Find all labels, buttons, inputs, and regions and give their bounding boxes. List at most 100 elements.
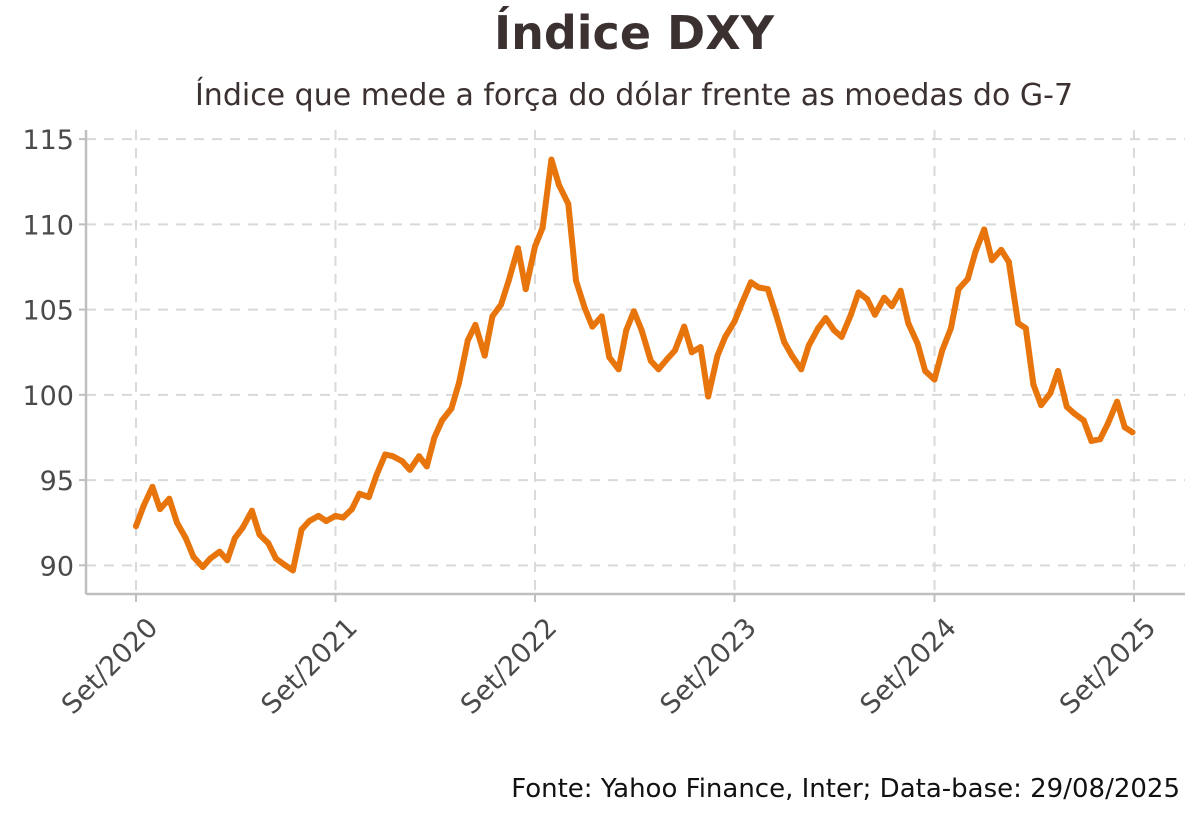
data-point xyxy=(914,340,921,347)
data-point xyxy=(815,325,822,332)
data-point xyxy=(764,286,771,293)
data-point xyxy=(265,540,272,547)
dxy-series-line xyxy=(133,156,1136,574)
data-point xyxy=(1038,402,1045,409)
y-tick-label: 110 xyxy=(22,210,74,241)
data-point xyxy=(282,562,289,569)
data-point xyxy=(190,553,197,560)
data-point xyxy=(515,245,521,252)
data-point xyxy=(881,294,888,301)
data-point xyxy=(739,299,746,306)
data-point xyxy=(714,352,721,359)
x-tick-label: Set/2025 xyxy=(1054,612,1162,720)
data-point xyxy=(955,286,962,293)
data-point xyxy=(199,564,206,570)
data-point xyxy=(1097,436,1104,443)
data-point xyxy=(589,323,596,330)
data-point xyxy=(348,506,355,513)
data-point xyxy=(838,333,845,340)
data-point xyxy=(871,311,878,318)
data-point xyxy=(1055,368,1061,374)
data-point xyxy=(931,376,938,383)
data-point xyxy=(439,417,446,424)
data-point xyxy=(1030,381,1037,388)
data-point xyxy=(722,333,729,340)
x-tick-label: Set/2022 xyxy=(455,612,563,720)
data-point xyxy=(855,289,862,296)
data-point xyxy=(1114,398,1121,405)
y-tick-label: 90 xyxy=(40,551,74,582)
y-tick-label: 100 xyxy=(22,381,74,412)
data-point xyxy=(606,354,613,361)
data-point xyxy=(1063,403,1070,410)
y-tick-label: 105 xyxy=(22,296,74,327)
data-point xyxy=(615,366,622,373)
data-point xyxy=(581,304,588,311)
data-point xyxy=(522,286,529,293)
data-point xyxy=(505,277,512,284)
data-point xyxy=(315,512,322,519)
data-point xyxy=(830,327,837,334)
data-point xyxy=(655,366,662,373)
data-point xyxy=(133,523,139,530)
data-point xyxy=(431,434,438,441)
x-tick-label: Set/2020 xyxy=(56,612,164,720)
data-point xyxy=(389,453,396,460)
data-point xyxy=(697,344,704,351)
data-point xyxy=(532,243,538,250)
data-point xyxy=(939,347,946,354)
data-point xyxy=(573,277,579,284)
chart-title: Índice DXY xyxy=(494,6,774,60)
data-point xyxy=(805,342,812,349)
data-point xyxy=(472,321,479,328)
data-point xyxy=(216,548,223,555)
data-point xyxy=(1047,390,1054,397)
data-point xyxy=(166,495,173,502)
data-point xyxy=(964,275,971,282)
data-point xyxy=(207,555,214,562)
data-point xyxy=(1088,437,1095,444)
data-point xyxy=(822,315,829,322)
data-point xyxy=(747,279,754,286)
data-point xyxy=(688,349,695,356)
data-point xyxy=(630,308,637,315)
data-point xyxy=(340,514,347,521)
data-point xyxy=(539,224,546,231)
axes xyxy=(79,130,1185,602)
data-point xyxy=(638,327,645,334)
data-point xyxy=(149,483,156,490)
data-point xyxy=(1015,320,1022,327)
data-point xyxy=(272,555,279,562)
data-point xyxy=(705,393,712,400)
data-point xyxy=(224,557,231,564)
data-point xyxy=(788,352,795,359)
data-point xyxy=(731,318,738,325)
data-point xyxy=(306,518,313,524)
data-point xyxy=(598,313,605,320)
data-point xyxy=(556,182,562,189)
data-point xyxy=(647,357,654,364)
data-point xyxy=(332,512,339,519)
data-point xyxy=(755,284,762,291)
data-point xyxy=(1005,258,1012,265)
data-point xyxy=(248,507,255,514)
data-point xyxy=(231,535,238,541)
data-point xyxy=(489,313,496,320)
data-point xyxy=(256,531,263,538)
data-point xyxy=(888,303,895,310)
data-point xyxy=(905,320,912,327)
data-point xyxy=(464,337,471,344)
data-point xyxy=(664,356,671,362)
data-point xyxy=(772,310,779,316)
tick-labels: 90 95 100 105 110 115 Set/2020 Set/2021 Set/2022… xyxy=(22,125,1162,720)
data-point xyxy=(922,368,929,374)
data-point xyxy=(864,296,871,303)
data-point xyxy=(456,379,462,386)
data-point xyxy=(365,494,372,501)
data-point xyxy=(1121,424,1128,431)
data-point xyxy=(998,246,1005,253)
data-point xyxy=(981,226,988,233)
data-point xyxy=(373,472,380,478)
data-point xyxy=(239,524,246,531)
